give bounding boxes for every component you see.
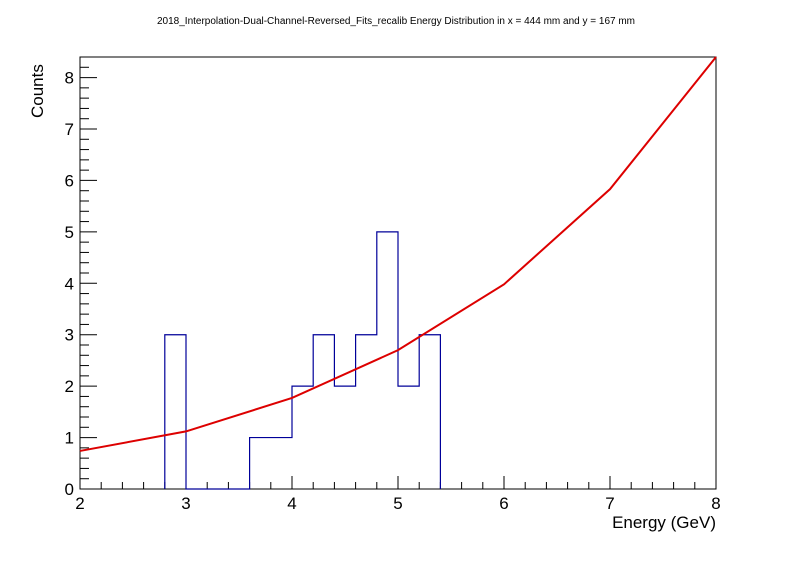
y-tick-label: 0 <box>65 480 74 499</box>
y-tick-label: 8 <box>65 69 74 88</box>
histogram-bin <box>250 438 271 489</box>
y-axis-label: Counts <box>28 64 47 118</box>
y-tick-label: 2 <box>65 377 74 396</box>
x-axis-ticks: 2 3 4 5 6 7 8 <box>75 476 721 513</box>
histogram-bin <box>377 232 398 489</box>
histogram-outline <box>164 231 441 490</box>
x-axis-label: Energy (GeV) <box>612 513 716 532</box>
histogram-bin <box>398 386 419 489</box>
histogram-series <box>165 232 441 489</box>
y-tick-label: 3 <box>65 326 74 345</box>
x-tick-label: 4 <box>287 494 296 513</box>
y-tick-label: 6 <box>65 171 74 190</box>
x-tick-label: 7 <box>605 494 614 513</box>
y-axis-ticks: 0 1 2 3 4 5 6 7 8 <box>65 56 97 499</box>
histogram-bin <box>356 335 377 489</box>
histogram-bin <box>165 335 186 489</box>
x-tick-label: 5 <box>393 494 402 513</box>
x-tick-label: 3 <box>181 494 190 513</box>
y-tick-label: 4 <box>65 274 74 293</box>
histogram-bin <box>271 438 292 489</box>
histogram-bin <box>419 335 440 489</box>
y-tick-label: 1 <box>65 429 74 448</box>
y-tick-label: 5 <box>65 223 74 242</box>
y-tick-label: 7 <box>65 120 74 139</box>
chart-title: 2018_Interpolation-Dual-Channel-Reversed… <box>157 16 635 27</box>
fit-curve <box>79 56 717 452</box>
x-tick-label: 8 <box>711 494 720 513</box>
histogram-bin <box>313 335 334 489</box>
histogram-bin <box>334 386 355 489</box>
x-tick-label: 2 <box>75 494 84 513</box>
x-tick-label: 6 <box>499 494 508 513</box>
histogram-bin <box>292 386 313 489</box>
